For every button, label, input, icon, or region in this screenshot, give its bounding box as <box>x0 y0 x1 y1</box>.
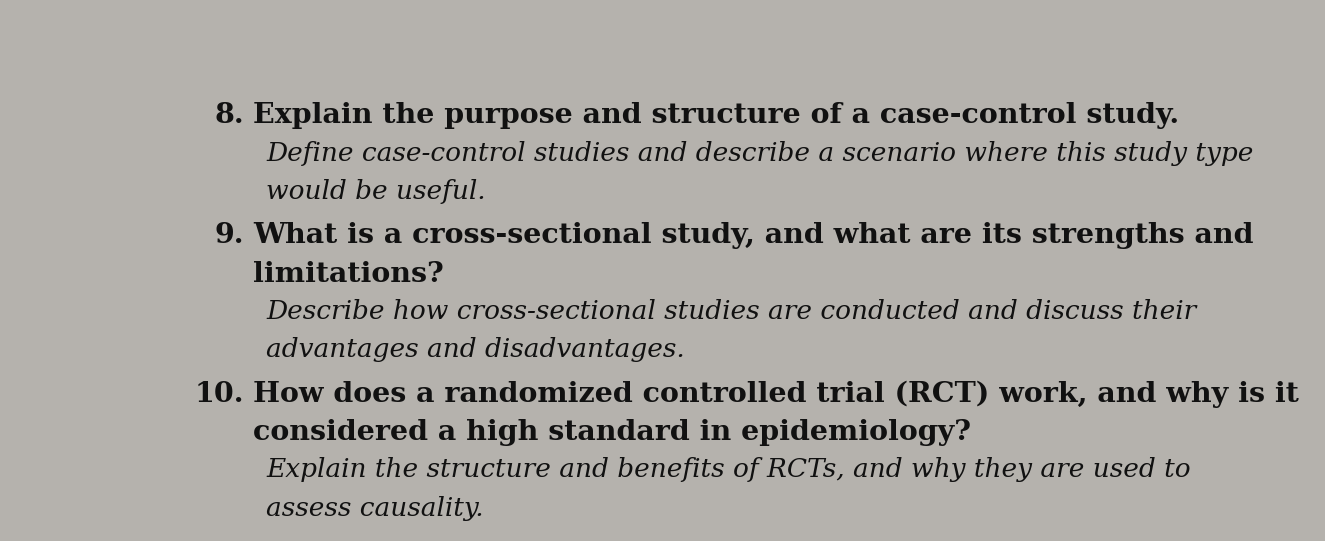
Text: 8.: 8. <box>215 102 245 129</box>
Text: limitations?: limitations? <box>253 261 444 288</box>
Text: assess causality.: assess causality. <box>266 496 484 520</box>
Text: Define case-control studies and describe a scenario where this study type: Define case-control studies and describe… <box>266 141 1253 166</box>
Text: 10.: 10. <box>195 381 244 408</box>
Text: 9.: 9. <box>215 222 244 249</box>
Text: Explain the purpose and structure of a case-control study.: Explain the purpose and structure of a c… <box>253 102 1179 129</box>
Text: would be useful.: would be useful. <box>266 179 486 204</box>
Text: Explain the structure and benefits of RCTs, and why they are used to: Explain the structure and benefits of RC… <box>266 457 1191 483</box>
Text: considered a high standard in epidemiology?: considered a high standard in epidemiolo… <box>253 419 971 446</box>
Text: Describe how cross-sectional studies are conducted and discuss their: Describe how cross-sectional studies are… <box>266 299 1196 324</box>
Text: How does a randomized controlled trial (RCT) work, and why is it: How does a randomized controlled trial (… <box>253 381 1298 408</box>
Text: What is a cross-sectional study, and what are its strengths and: What is a cross-sectional study, and wha… <box>253 222 1253 249</box>
Text: advantages and disadvantages.: advantages and disadvantages. <box>266 338 685 362</box>
